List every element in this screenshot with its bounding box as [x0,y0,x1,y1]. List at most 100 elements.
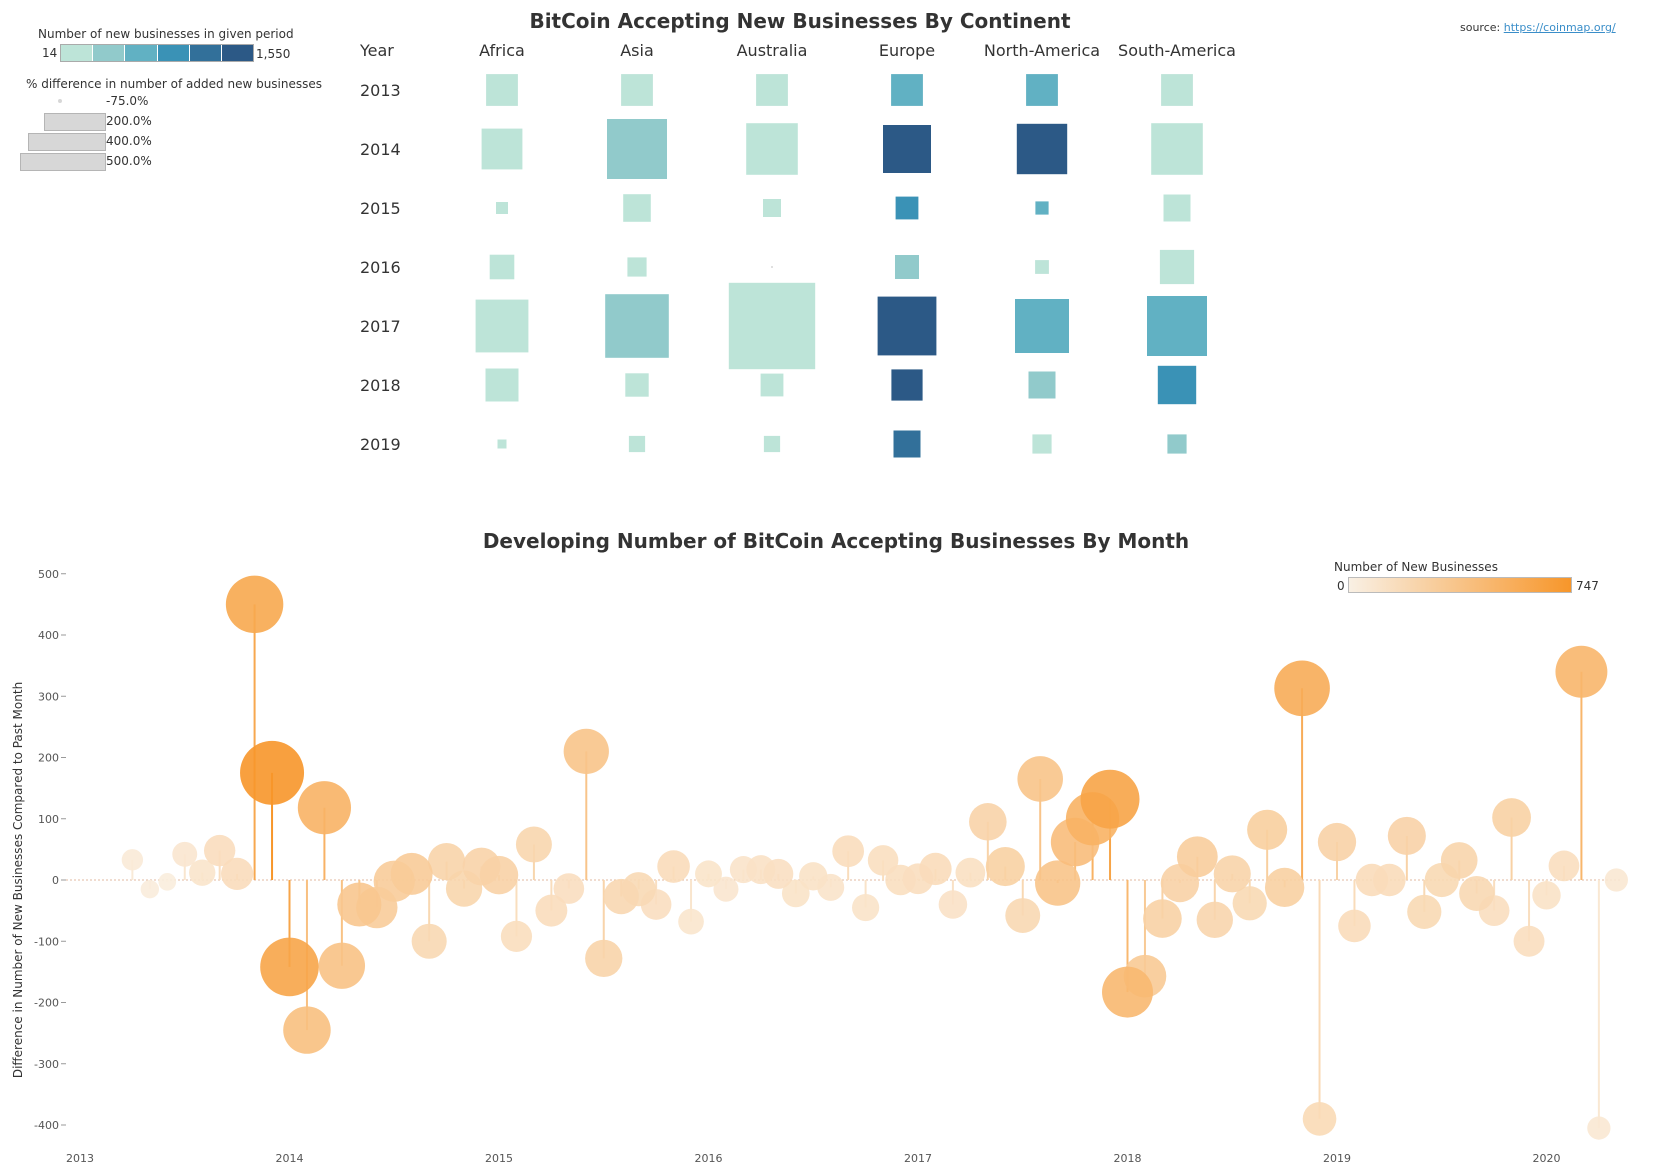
bubble-x-tick-label: 2016 [695,1152,723,1165]
bubble-point [1548,850,1580,882]
heatmap-cell [893,430,921,458]
bubble-point [1440,842,1478,879]
heatmap-column-label: Australia [737,41,808,60]
heatmap-cell [1015,299,1069,353]
bubble-point [140,879,160,899]
bubble-point [955,857,986,888]
size-legend-label: -75.0% [106,94,149,108]
heatmap-cell [481,128,523,170]
heatmap-cell [627,257,647,277]
bubble-point [297,781,352,835]
bubble-point [1387,816,1426,855]
heatmap-cell [1157,365,1197,405]
bubble-point [938,890,968,919]
heatmap-cell [1159,249,1195,285]
size-legend-swatch [28,133,106,151]
color-ramp-step [61,45,94,61]
bubble-point [220,857,254,891]
bubble-y-tick-label: 400 [38,629,59,642]
bubble-point [1213,855,1251,893]
bubble-point [337,882,382,927]
bubble-point [1143,899,1182,938]
bubble-point [603,878,639,915]
heatmap-cell [877,296,937,356]
bubble-point [225,575,284,634]
size-legend-label: 500.0% [106,154,152,168]
size-legend-label: 200.0% [106,114,152,128]
bubble-point [411,923,447,959]
heatmap-row-label: 2013 [360,81,401,100]
bubble-point [1264,867,1305,908]
heatmap-cell [763,435,781,453]
bubble-point [1035,860,1081,906]
bubble-point [781,879,810,908]
bubble-legend-title: Number of New Businesses [1334,560,1498,574]
heatmap-row-label: 2015 [360,199,401,218]
heatmap-cell [883,125,931,173]
bubble-y-tick-label: -100 [34,935,59,948]
heatmap-cell [625,373,649,397]
bubble-y-tick-label: -300 [34,1058,59,1071]
bubble-point [121,849,144,871]
bubble-point [283,1006,331,1054]
heatmap-column-label: Europe [879,41,935,60]
heatmap-cell [763,199,781,217]
bubble-point [1247,809,1288,850]
color-ramp-step [125,45,158,61]
bubble-point [172,841,198,867]
bubble-x-tick-label: 2019 [1323,1152,1351,1165]
bubble-point [799,862,828,891]
source-note: source: https://coinmap.org/ [1460,21,1616,34]
bubble-point [985,846,1025,887]
bubble-point [763,858,794,889]
bubble-y-tick-label: 500 [38,568,59,581]
heatmap-row-label: 2018 [360,376,401,395]
bubble-point [1532,881,1561,910]
size-legend-title: % difference in number of added new busi… [26,77,323,91]
size-legend-swatch [44,113,106,131]
bubble-legend-min: 0 [1337,579,1345,593]
bubble-point [678,908,704,935]
bubble-point [390,852,433,895]
bubble-point [657,850,690,883]
bubble-point [240,740,305,805]
bubble-y-axis-label: Difference in Number of New Businesses C… [11,682,25,1078]
bubble-point [1459,875,1495,911]
color-legend-ramp [60,44,254,62]
bubble-point [535,894,568,927]
heatmap-chart: Year Africa Asia Australia Europe North-Ameri… [359,41,1236,458]
bubble-point [695,860,722,888]
heatmap-column-label: Africa [479,41,525,60]
color-ramp-step [93,45,126,61]
heatmap-cell [607,119,667,179]
size-legend-swatch [58,99,62,103]
bubble-point [1176,836,1218,878]
bubble-point [563,728,609,775]
bubble-x-tick-label: 2018 [1114,1152,1142,1165]
bubble-x-tick-label: 2013 [66,1152,94,1165]
bubble-point [1017,756,1063,802]
heatmap-cell [1028,371,1056,399]
heatmap-cell [760,373,784,397]
heatmap-cell [605,294,669,358]
heatmap-cell [1161,74,1193,106]
bubble-point [427,842,466,881]
bubble-y-tick-label: 200 [38,752,59,765]
heatmap-cell [746,123,798,175]
bubble-point [969,803,1007,841]
heatmap-cell [895,196,919,220]
bubble-point [867,845,899,876]
heatmap-cell [1016,123,1068,175]
bubble-point [1005,898,1041,933]
bubble-point [318,942,366,989]
bubble-chart-title: Developing Number of BitCoin Accepting B… [482,529,1190,553]
color-legend-max: 1,550 [256,47,291,61]
source-link[interactable]: https://coinmap.org/ [1503,21,1616,34]
bubble-point [1338,909,1371,943]
heatmap-cell [1032,434,1052,454]
bubble-point [1080,769,1140,829]
bubble-point [919,852,952,886]
heatmap-column-label: Asia [620,41,654,60]
heatmap-cell [485,368,519,402]
